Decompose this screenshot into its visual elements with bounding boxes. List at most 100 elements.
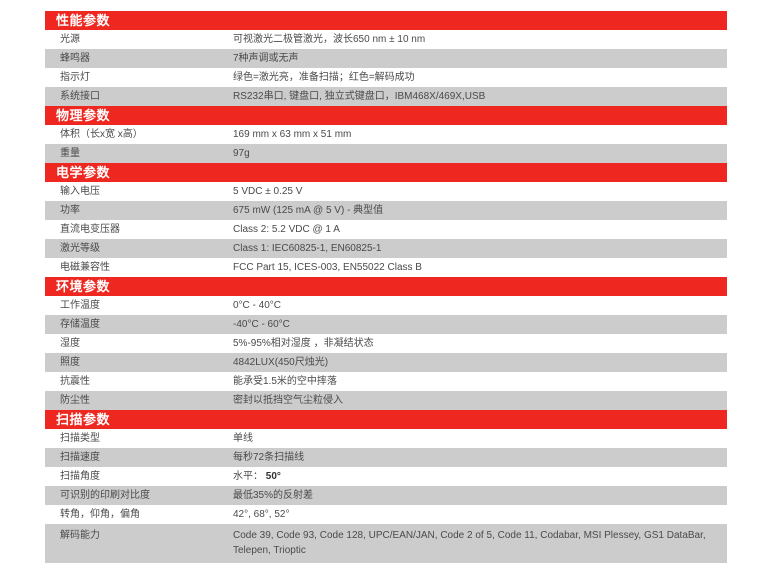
spec-label: 直流电变压器: [60, 224, 120, 235]
spec-value: 7种声调或无声: [233, 49, 727, 68]
table-row: 转角，仰角，偏角 42°, 68°, 52°: [45, 505, 727, 524]
spec-value-text: -40°C - 60°C: [233, 319, 290, 330]
table-row: 扫描角度 水平： 50°: [45, 467, 727, 486]
spec-value: 97g: [233, 144, 727, 163]
table-row: 抗震性 能承受1.5米的空中摔落: [45, 372, 727, 391]
table-row: 指示灯 绿色=激光亮，准备扫描；红色=解码成功: [45, 68, 727, 87]
spec-label: 光源: [60, 34, 80, 45]
spec-value-text: 能承受1.5米的空中摔落: [233, 376, 337, 387]
spec-value: 每秒72条扫描线: [233, 448, 727, 467]
table-row: 激光等级 Class 1: IEC60825-1, EN60825-1: [45, 239, 727, 258]
spec-label: 功率: [60, 205, 80, 216]
spec-value-text: Class 2: 5.2 VDC @ 1 A: [233, 224, 340, 235]
spec-value-text: 169 mm x 63 mm x 51 mm: [233, 129, 352, 140]
spec-value-text: 0°C - 40°C: [233, 300, 282, 311]
section-header-environment: 环境参数: [45, 277, 727, 296]
spec-label: 重量: [60, 148, 80, 159]
table-row: 直流电变压器 Class 2: 5.2 VDC @ 1 A: [45, 220, 727, 239]
spec-value-text: 可视激光二极管激光，波长650 nm ± 10 nm: [233, 34, 426, 45]
table-row: 蜂鸣器 7种声调或无声: [45, 49, 727, 68]
spec-value-text: 5%-95%相对湿度 ，非凝结状态: [233, 338, 374, 349]
table-row: 存储温度 -40°C - 60°C: [45, 315, 727, 334]
spec-value: 能承受1.5米的空中摔落: [233, 372, 727, 391]
section-header-electrical: 电学参数: [45, 163, 727, 182]
spec-value: 675 mW (125 mA @ 5 V) - 典型值: [233, 201, 727, 220]
spec-value: FCC Part 15, ICES-003, EN55022 Class B: [233, 258, 727, 277]
spec-label: 可识别的印刷对比度: [60, 490, 150, 501]
spec-value: 0°C - 40°C: [233, 296, 727, 315]
spec-value: RS232串口, 键盘口, 独立式键盘口，IBM468X/469X,USB: [233, 87, 727, 106]
table-row: 湿度 5%-95%相对湿度 ，非凝结状态: [45, 334, 727, 353]
spec-value: 最低35%的反射差: [233, 486, 727, 505]
table-row: 扫描类型 单线: [45, 429, 727, 448]
spec-value: 单线: [233, 429, 727, 448]
table-row: 系统接口 RS232串口, 键盘口, 独立式键盘口，IBM468X/469X,US…: [45, 87, 727, 106]
section-header-physical: 物理参数: [45, 106, 727, 125]
spec-label: 存储温度: [60, 319, 100, 330]
spec-value-text: Code 39, Code 93, Code 128, UPC/EAN/JAN,…: [233, 530, 706, 541]
spec-label: 蜂鸣器: [60, 53, 90, 64]
table-row: 照度 4842LUX(450尺烛光): [45, 353, 727, 372]
spec-value: 绿色=激光亮，准备扫描；红色=解码成功: [233, 68, 727, 87]
spec-value-text: 42°, 68°, 52°: [233, 509, 290, 520]
spec-value-line2: Telepen, Trioptic: [233, 545, 306, 556]
table-row: 体积（长x宽 x高） 169 mm x 63 mm x 51 mm: [45, 125, 727, 144]
spec-value-text: 5 VDC ± 0.25 V: [233, 186, 303, 197]
spec-value-text: 4842LUX(450尺烛光): [233, 357, 329, 368]
spec-label: 输入电压: [60, 186, 100, 197]
table-row: 光源 可视激光二极管激光，波长650 nm ± 10 nm: [45, 30, 727, 49]
table-row: 功率 675 mW (125 mA @ 5 V) - 典型值: [45, 201, 727, 220]
table-row: 输入电压 5 VDC ± 0.25 V: [45, 182, 727, 201]
spec-label: 工作温度: [60, 300, 100, 311]
table-row: 可识别的印刷对比度 最低35%的反射差: [45, 486, 727, 505]
spec-sheet-table: 性能参数光源 可视激光二极管激光，波长650 nm ± 10 nm 蜂鸣器 7种声调或…: [45, 11, 727, 563]
spec-value: Class 1: IEC60825-1, EN60825-1: [233, 239, 727, 258]
spec-value: 42°, 68°, 52°: [233, 505, 727, 524]
spec-value: 水平： 50°: [233, 467, 727, 486]
spec-value-text: 7种声调或无声: [233, 53, 299, 64]
section-header-scanning: 扫描参数: [45, 410, 727, 429]
spec-label: 解码能力: [60, 530, 100, 541]
spec-value-text: 97g: [233, 148, 250, 159]
spec-label: 指示灯: [60, 72, 90, 83]
spec-label: 抗震性: [60, 376, 90, 387]
spec-value: 4842LUX(450尺烛光): [233, 353, 727, 372]
spec-label: 照度: [60, 357, 80, 368]
spec-value-emphasis: 50°: [265, 471, 281, 482]
table-row: 防尘性 密封以抵挡空气尘粒侵入: [45, 391, 727, 410]
spec-value-text: Class 1: IEC60825-1, EN60825-1: [233, 243, 382, 254]
spec-value-text: 675 mW (125 mA @ 5 V) - 典型值: [233, 205, 384, 216]
spec-label: 转角，仰角，偏角: [60, 509, 140, 520]
spec-label: 湿度: [60, 338, 80, 349]
table-row: 扫描速度 每秒72条扫描线: [45, 448, 727, 467]
spec-value: 5 VDC ± 0.25 V: [233, 182, 727, 201]
spec-label: 扫描类型: [60, 433, 100, 444]
spec-value-text: 绿色=激光亮，准备扫描；红色=解码成功: [233, 72, 415, 83]
spec-label: 扫描角度: [60, 471, 100, 482]
table-row: 解码能力 Code 39, Code 93, Code 128, UPC/EAN/…: [45, 524, 727, 563]
spec-value: 5%-95%相对湿度 ，非凝结状态: [233, 334, 727, 353]
spec-label: 电磁兼容性: [60, 262, 110, 273]
section-header-performance: 性能参数: [45, 11, 727, 30]
spec-label: 扫描速度: [60, 452, 100, 463]
spec-value-text: RS232串口, 键盘口, 独立式键盘口，IBM468X/469X,USB: [233, 91, 486, 102]
spec-value: -40°C - 60°C: [233, 315, 727, 334]
spec-label: 系统接口: [60, 91, 100, 102]
spec-value-text: 单线: [233, 433, 253, 444]
table-row: 重量 97g: [45, 144, 727, 163]
spec-value-text: 密封以抵挡空气尘粒侵入: [233, 395, 343, 406]
table-row: 工作温度 0°C - 40°C: [45, 296, 727, 315]
spec-value: Code 39, Code 93, Code 128, UPC/EAN/JAN,…: [233, 528, 727, 558]
spec-value: 169 mm x 63 mm x 51 mm: [233, 125, 727, 144]
spec-value: Class 2: 5.2 VDC @ 1 A: [233, 220, 727, 239]
spec-label: 体积（长x宽 x高）: [60, 129, 143, 140]
spec-value-text: FCC Part 15, ICES-003, EN55022 Class B: [233, 262, 422, 273]
spec-label: 防尘性: [60, 395, 90, 406]
spec-value-text: 每秒72条扫描线: [233, 452, 305, 463]
spec-value-text: 最低35%的反射差: [233, 490, 314, 501]
spec-value-text: 水平：: [233, 471, 263, 482]
spec-value: 密封以抵挡空气尘粒侵入: [233, 391, 727, 410]
table-row: 电磁兼容性 FCC Part 15, ICES-003, EN55022 Clas…: [45, 258, 727, 277]
spec-value: 可视激光二极管激光，波长650 nm ± 10 nm: [233, 30, 727, 49]
spec-label: 激光等级: [60, 243, 100, 254]
